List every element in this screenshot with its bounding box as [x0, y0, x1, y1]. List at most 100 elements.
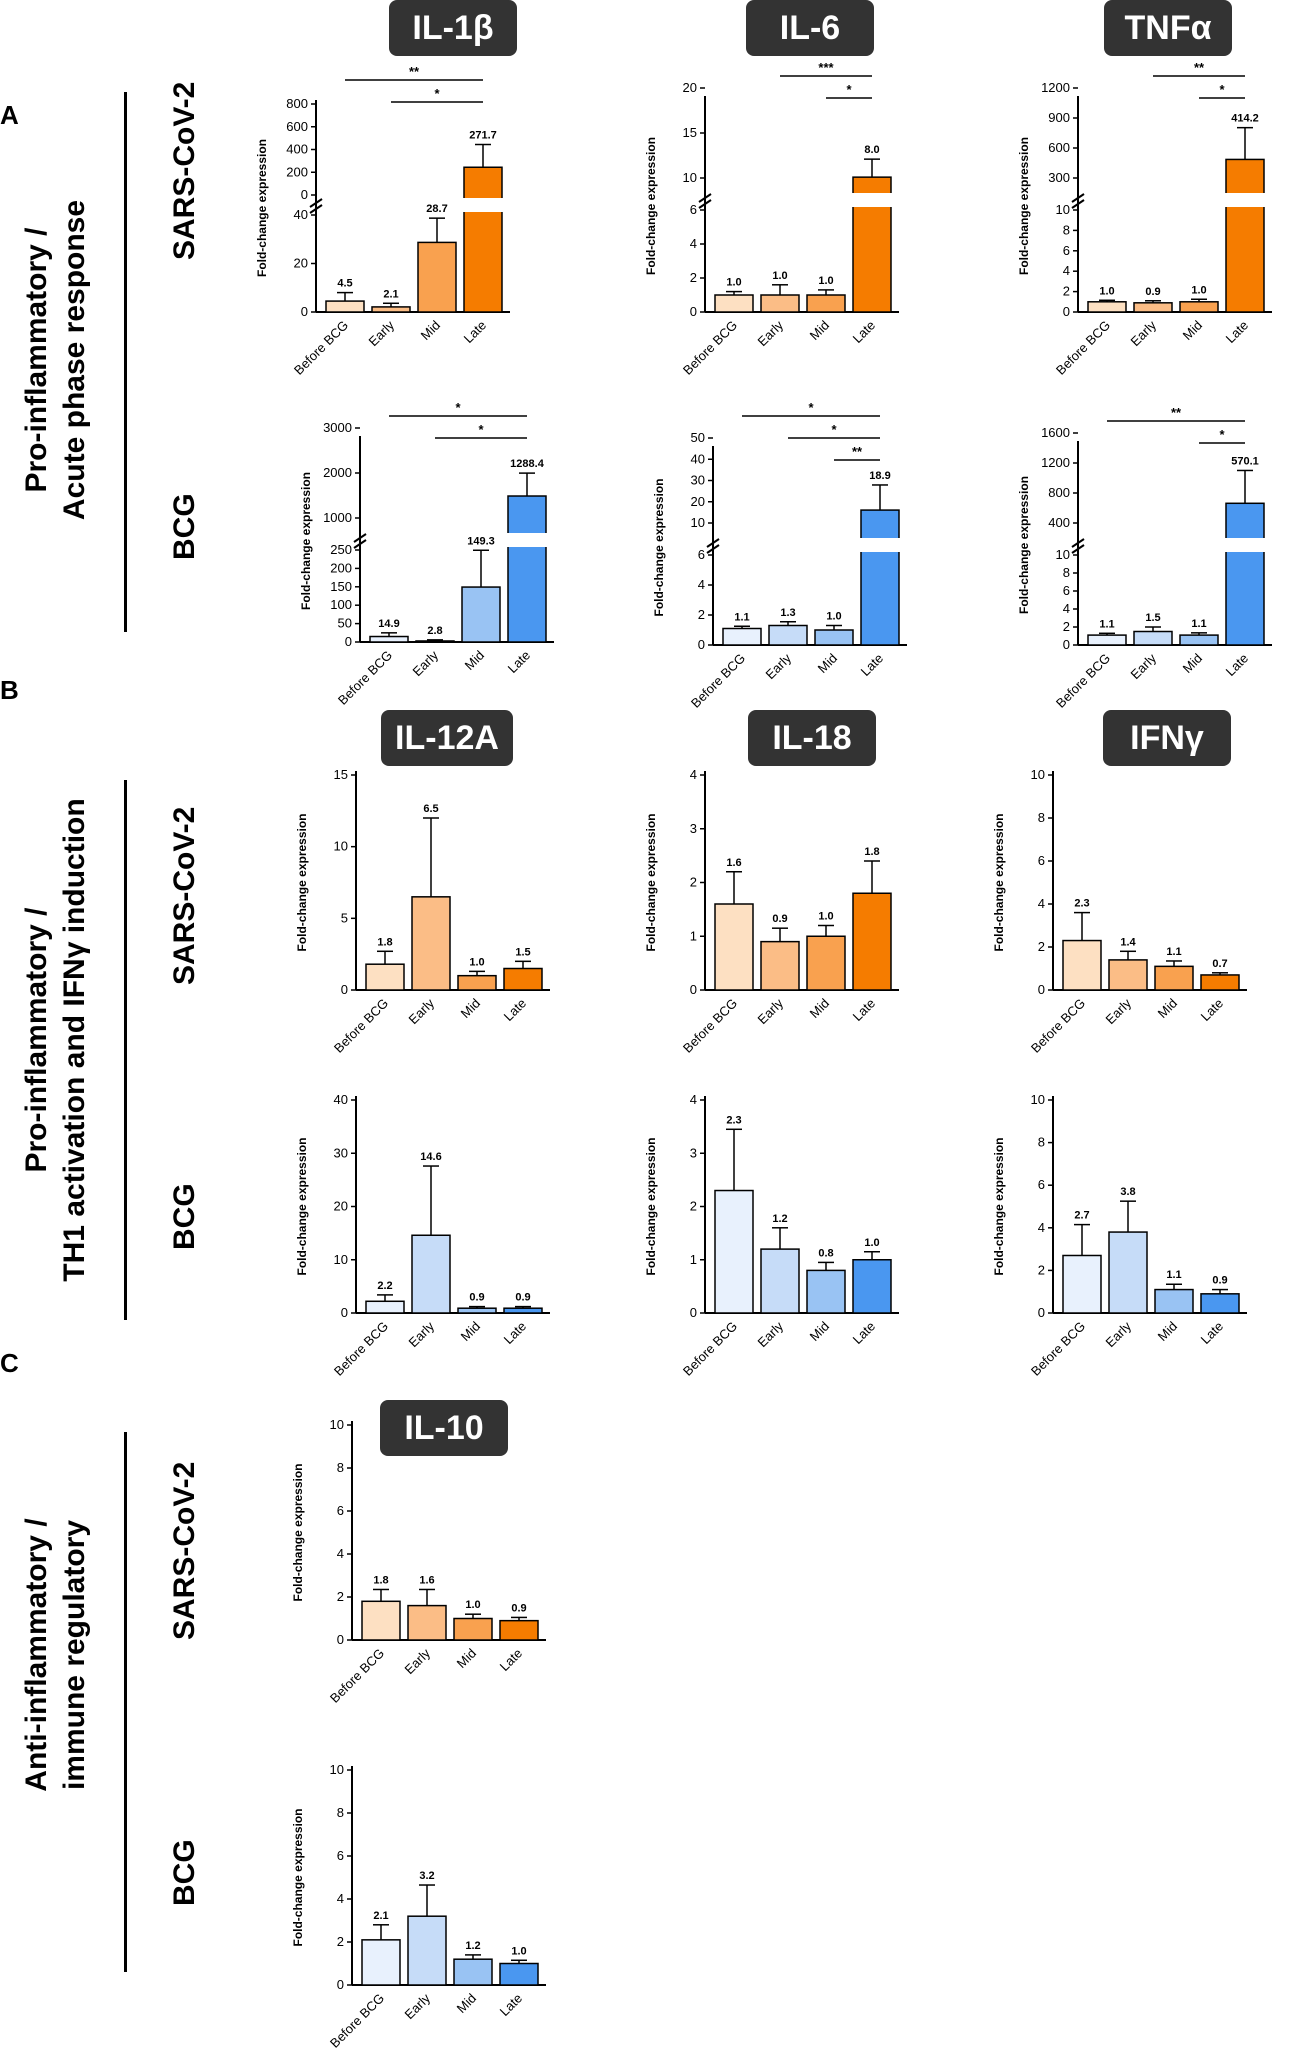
il10-bcg-tick-label-y-1: 2 — [337, 1934, 344, 1949]
il1b-bcg-category-2: Mid — [462, 648, 487, 673]
il10-sars-tick-label-y-3: 6 — [337, 1503, 344, 1518]
il18-sars-category-0: Before BCG — [680, 996, 740, 1056]
il12a-sars-bar-2 — [457, 974, 497, 991]
il12a-sars-value-label-2: 1.0 — [469, 956, 484, 968]
il1b-bcg-bar-0 — [369, 635, 409, 643]
tnfa-bcg-tick-label-lo-1: 2 — [1063, 619, 1070, 634]
il18-bcg-ylabel: Fold-change expression — [644, 1137, 658, 1275]
il18-sars-tick-label-y-3: 3 — [690, 821, 697, 836]
ifng-sars-category-1: Early — [1103, 995, 1135, 1027]
tnfa-bcg-break-mark-1 — [1071, 538, 1085, 548]
il10-sars-value-label-3: 0.9 — [511, 1602, 526, 1614]
tnfa-sars-bar-3 — [1225, 158, 1265, 313]
ifng-bcg-value-label-3: 0.9 — [1212, 1275, 1227, 1287]
il12a-sars-tick-label-y-0: 0 — [341, 982, 348, 997]
tnfa-bcg-category-3: Late — [1223, 651, 1252, 680]
il1b-sars-break-mark-1 — [309, 198, 323, 208]
il10-bcg-tick-label-y-3: 6 — [337, 1848, 344, 1863]
il1b-sars-bar-3 — [463, 166, 503, 313]
tnfa-bcg-category-2: Mid — [1180, 651, 1205, 676]
il18-bcg-tick-label-y-2: 2 — [690, 1199, 697, 1214]
tag-il1b: IL-1β — [389, 0, 517, 56]
il6-bcg-category-2: Mid — [815, 651, 840, 676]
il12a-bcg-value-label-3: 0.9 — [515, 1292, 530, 1304]
il10-bcg-tick-label-y-0: 0 — [337, 1977, 344, 1992]
il1b-sars-tick-label-hi-1: 200 — [286, 164, 308, 179]
tag-tnfa: TNFα — [1104, 0, 1232, 56]
il10-bcg-value-label-2: 1.2 — [465, 1940, 480, 1952]
il6-bcg-tick-label-lo-3: 6 — [698, 547, 705, 562]
tnfa-sars-ylabel: Fold-change expression — [1017, 137, 1031, 275]
tnfa-bcg-tick-label-lo-5: 10 — [1056, 547, 1070, 562]
il12a-sars-tick-label-y-3: 15 — [334, 767, 348, 782]
il6-bcg-value-label-3: 18.9 — [869, 470, 890, 482]
il1b-sars-value-label-3: 271.7 — [469, 130, 497, 142]
il1b-bcg-value-label-0: 14.9 — [378, 618, 399, 630]
tnfa-bcg-tick-label-hi-1: 800 — [1048, 485, 1070, 500]
tnfa-sars-category-1: Early — [1128, 317, 1160, 349]
il18-bcg-bar-0 — [714, 1189, 754, 1314]
il12a-sars-bar-1 — [411, 896, 451, 991]
il18-sars-bar-1 — [760, 940, 800, 991]
tnfa-sars-category-0: Before BCG — [1053, 318, 1113, 378]
tnfa-sars-tick-label-lo-4: 8 — [1063, 222, 1070, 237]
il1b-sars-category-3: Late — [461, 318, 490, 347]
tnfa-bcg-category-0: Before BCG — [1053, 651, 1113, 711]
il6-bcg-value-label-2: 1.0 — [826, 611, 841, 623]
il1b-bcg-value-label-3: 1288.4 — [510, 458, 545, 470]
il6-bcg-sig-label-2: ** — [852, 444, 863, 459]
il1b-sars-sig-label-1: * — [434, 86, 440, 101]
il6-sars-sig-label-1: * — [846, 82, 852, 97]
il1b-bcg-tick-label-hi-2: 3000 — [323, 420, 352, 435]
il6-bcg-value-label-1: 1.3 — [780, 607, 795, 619]
il1b-sars-bar-0 — [325, 300, 365, 313]
il10-sars-tick-label-y-2: 4 — [337, 1546, 344, 1561]
il6-bcg-tick-label-lo-1: 2 — [698, 607, 705, 622]
il18-bcg-tick-label-y-1: 1 — [690, 1252, 697, 1267]
tnfa-sars-bar-break-3 — [1224, 193, 1266, 207]
tnfa-sars-break-mark-1 — [1071, 193, 1085, 203]
ifng-sars-value-label-2: 1.1 — [1166, 946, 1181, 958]
il18-bcg-tick-label-y-0: 0 — [690, 1305, 697, 1320]
il6-sars-category-2: Mid — [807, 318, 832, 343]
tag-ifng: IFNγ — [1103, 710, 1231, 766]
il1b-bcg-break-mark-2 — [353, 539, 367, 549]
ifng-bcg-tick-label-y-4: 8 — [1038, 1135, 1045, 1150]
il12a-bcg-category-1: Early — [406, 1318, 438, 1350]
il18-sars-tick-label-y-1: 1 — [690, 928, 697, 943]
il6-bcg-category-0: Before BCG — [688, 651, 748, 711]
ifng-bcg-bar-2 — [1154, 1288, 1194, 1314]
tnfa-bcg-value-label-0: 1.1 — [1099, 618, 1114, 630]
section-letter-b: B — [0, 675, 19, 705]
ifng-bcg-tick-label-y-3: 6 — [1038, 1177, 1045, 1192]
il6-bcg-bar-2 — [814, 629, 854, 646]
il1b-sars-tick-label-lo-2: 40 — [294, 207, 308, 222]
tnfa-bcg-value-label-3: 570.1 — [1231, 455, 1259, 467]
section-letter-c: C — [0, 1348, 19, 1378]
il12a-sars-category-2: Mid — [458, 996, 483, 1021]
il6-sars-value-label-2: 1.0 — [818, 275, 833, 287]
il1b-bcg-bar-3 — [507, 495, 547, 643]
il6-sars-tick-label-lo-2: 4 — [690, 236, 697, 251]
il12a-bcg-tick-label-y-4: 40 — [334, 1092, 348, 1107]
il1b-bcg-tick-label-lo-1: 50 — [338, 616, 352, 631]
ifng-sars-tick-label-y-0: 0 — [1038, 982, 1045, 997]
tnfa-bcg-tick-label-lo-0: 0 — [1063, 637, 1070, 652]
il10-sars-tick-label-y-1: 2 — [337, 1589, 344, 1604]
il12a-bcg-value-label-0: 2.2 — [377, 1280, 392, 1292]
il6-sars-bar-break-3 — [851, 193, 893, 207]
il6-sars-category-1: Early — [755, 317, 787, 349]
ifng-bcg-value-label-1: 3.8 — [1120, 1186, 1135, 1198]
il18-sars-bar-3 — [852, 892, 892, 991]
ifng-bcg-tick-label-y-1: 2 — [1038, 1262, 1045, 1277]
ifng-bcg-value-label-0: 2.7 — [1074, 1210, 1089, 1222]
ifng-sars-tick-label-y-4: 8 — [1038, 810, 1045, 825]
il1b-bcg-bar-break-3 — [506, 533, 548, 547]
ifng-sars-value-label-0: 2.3 — [1074, 898, 1089, 910]
il18-bcg-bar-2 — [806, 1269, 846, 1314]
il10-bcg-tick-label-y-2: 4 — [337, 1891, 344, 1906]
il1b-sars-value-label-1: 2.1 — [383, 288, 398, 300]
il12a-sars-value-label-3: 1.5 — [515, 946, 530, 958]
il6-bcg-value-label-0: 1.1 — [734, 611, 749, 623]
divider-a — [124, 92, 127, 632]
